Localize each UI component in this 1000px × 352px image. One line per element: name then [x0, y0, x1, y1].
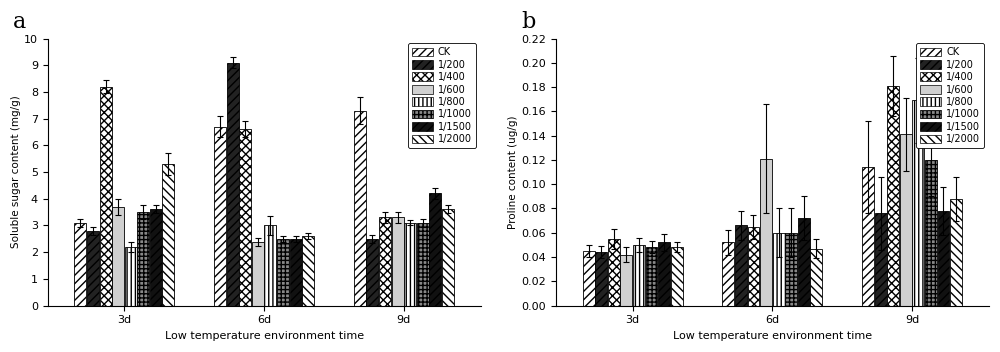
Text: a: a [13, 11, 26, 33]
Bar [252, 241, 264, 306]
Y-axis label: Soluble sugar content (mg/g): Soluble sugar content (mg/g) [11, 96, 21, 249]
Bar [290, 239, 302, 306]
Bar [760, 159, 772, 306]
X-axis label: Low temperature environment time: Low temperature environment time [165, 331, 364, 341]
Bar [354, 111, 366, 306]
Bar [264, 226, 276, 306]
Bar [392, 218, 404, 306]
Bar [785, 233, 797, 306]
Bar [608, 239, 620, 306]
Bar [162, 164, 174, 306]
Legend: CK, 1/200, 1/400, 1/600, 1/800, 1/1000, 1/1500, 1/2000: CK, 1/200, 1/400, 1/600, 1/800, 1/1000, … [916, 43, 984, 148]
Bar [620, 254, 632, 306]
Bar [302, 236, 314, 306]
Bar [595, 252, 607, 306]
Bar [722, 243, 734, 306]
Bar [658, 243, 670, 306]
Bar [798, 218, 810, 306]
Bar [429, 194, 441, 306]
Bar [137, 212, 149, 306]
Bar [950, 199, 962, 306]
Bar [150, 209, 162, 306]
Bar [671, 247, 683, 306]
Legend: CK, 1/200, 1/400, 1/600, 1/800, 1/1000, 1/1500, 1/2000: CK, 1/200, 1/400, 1/600, 1/800, 1/1000, … [408, 43, 476, 148]
Y-axis label: Proline content (ug/g): Proline content (ug/g) [508, 115, 518, 229]
Bar [875, 213, 887, 306]
Bar [646, 247, 657, 306]
Bar [74, 223, 86, 306]
Bar [748, 227, 759, 306]
Bar [214, 127, 226, 306]
Bar [100, 87, 112, 306]
Bar [277, 239, 289, 306]
Bar [379, 218, 391, 306]
Bar [239, 129, 251, 306]
Bar [112, 207, 124, 306]
Bar [404, 223, 416, 306]
Bar [887, 86, 899, 306]
Bar [227, 63, 239, 306]
Bar [862, 167, 874, 306]
X-axis label: Low temperature environment time: Low temperature environment time [673, 331, 872, 341]
Bar [366, 239, 378, 306]
Bar [87, 231, 99, 306]
Bar [773, 233, 785, 306]
Text: b: b [521, 11, 536, 33]
Bar [938, 211, 949, 306]
Bar [125, 247, 137, 306]
Bar [417, 223, 429, 306]
Bar [735, 226, 747, 306]
Bar [900, 134, 912, 306]
Bar [810, 249, 822, 306]
Bar [442, 209, 454, 306]
Bar [925, 160, 937, 306]
Bar [633, 245, 645, 306]
Bar [912, 100, 924, 306]
Bar [583, 251, 595, 306]
